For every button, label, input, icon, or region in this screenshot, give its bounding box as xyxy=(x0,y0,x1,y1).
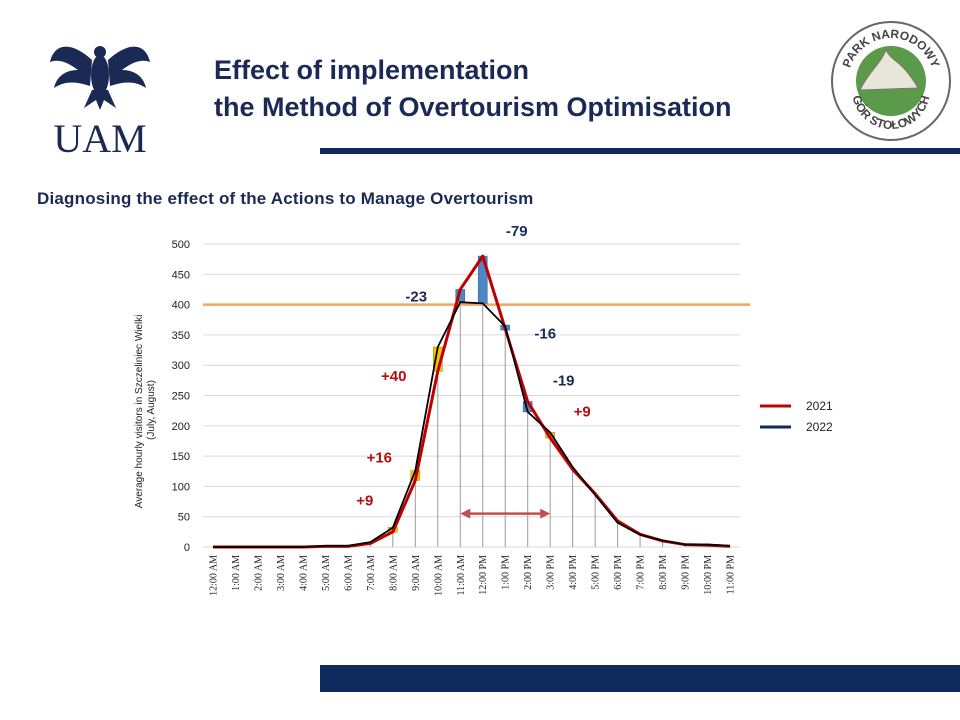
y-tick-label: 150 xyxy=(172,451,190,463)
y-tick-label: 50 xyxy=(178,512,190,524)
x-tick-label: 2:00 AM xyxy=(253,555,264,591)
series-line-2022 xyxy=(213,301,731,548)
rock-icon xyxy=(859,48,919,91)
y-axis-label-line-2: (July, August) xyxy=(146,380,157,440)
series-lines xyxy=(213,254,731,549)
uam-logo: UAM xyxy=(40,30,160,161)
y-tick-label: 450 xyxy=(172,269,190,281)
x-tick-label: 9:00 PM xyxy=(681,555,692,590)
eagle-icon xyxy=(50,46,150,110)
x-tick-label: 6:00 AM xyxy=(343,555,354,591)
x-tick-label: 1:00 AM xyxy=(231,555,242,591)
page-title-line-1: Effect of implementation xyxy=(214,55,530,85)
change-label: +9 xyxy=(574,403,591,420)
x-tick-label: 4:00 AM xyxy=(298,555,309,591)
series-line-2021 xyxy=(213,254,731,549)
change-label: -19 xyxy=(553,373,575,390)
change-label: -23 xyxy=(405,288,427,305)
change-label: -79 xyxy=(506,223,528,240)
x-tick-label: 12:00 AM xyxy=(209,555,220,596)
x-tick-label: 7:00 PM xyxy=(636,555,647,590)
arrow-head-left xyxy=(460,508,471,519)
x-tick-label: 6:00 PM xyxy=(613,555,624,590)
x-tick-label: 2:00 PM xyxy=(523,555,534,590)
y-tick-label: 400 xyxy=(172,300,190,312)
y-tick-label: 500 xyxy=(172,239,190,251)
change-label: +16 xyxy=(367,450,392,467)
chart-subtitle: Diagnosing the effect of the Actions to … xyxy=(37,189,534,208)
x-tick-label: 10:00 AM xyxy=(433,555,444,596)
y-axis-label-line-1: Average hourly visitors in Szczeliniec W… xyxy=(134,315,145,509)
x-tick-label: 11:00 AM xyxy=(456,555,467,596)
x-tick-label: 9:00 AM xyxy=(411,555,422,591)
header-divider xyxy=(320,148,960,154)
footer-bar xyxy=(320,665,960,692)
x-tick-label: 3:00 AM xyxy=(276,555,287,591)
x-tick-label: 5:00 AM xyxy=(321,555,332,591)
y-axis-ticks: 0 50 100 150 200 250 300 350 400 450 500 xyxy=(172,239,190,554)
x-tick-label: 8:00 PM xyxy=(658,555,669,590)
uam-logo-text: UAM xyxy=(53,116,146,160)
page-title-line-2: the Method of Overtourism Optimisation xyxy=(214,92,732,122)
park-logo: PARK NARODOWY GÓR STOŁOWYCH xyxy=(830,20,952,142)
y-tick-label: 250 xyxy=(172,391,190,403)
y-tick-label: 300 xyxy=(172,360,190,372)
chart-grid xyxy=(203,243,750,548)
y-tick-label: 200 xyxy=(172,421,190,433)
x-axis-ticks: 12:00 AM 1:00 AM 2:00 AM 3:00 AM 4:00 AM 5:00… xyxy=(209,555,737,596)
arrow-head-right xyxy=(540,508,551,519)
x-tick-label: 7:00 AM xyxy=(366,555,377,591)
change-label: +40 xyxy=(381,368,406,385)
y-tick-label: 0 xyxy=(184,542,190,554)
legend-label-2021: 2021 xyxy=(806,399,833,413)
x-tick-label: 8:00 AM xyxy=(388,555,399,591)
change-annotations: +9 +16 +40 -23 -79 -16 -19 +9 xyxy=(356,223,591,519)
y-tick-label: 100 xyxy=(172,481,190,493)
x-tick-label: 11:00 PM xyxy=(726,555,737,594)
chart-legend: 2021 2022 xyxy=(760,399,833,434)
x-tick-label: 1:00 PM xyxy=(501,555,512,590)
change-label: -16 xyxy=(534,325,556,342)
x-tick-label: 3:00 PM xyxy=(546,555,557,590)
legend-label-2022: 2022 xyxy=(806,420,833,434)
change-label: +9 xyxy=(356,493,373,510)
x-tick-label: 12:00 PM xyxy=(478,555,489,595)
y-axis-label: Average hourly visitors in Szczeliniec W… xyxy=(134,312,157,509)
x-tick-label: 10:00 PM xyxy=(703,555,714,595)
x-tick-label: 5:00 PM xyxy=(591,555,602,590)
y-tick-label: 350 xyxy=(172,330,190,342)
x-tick-label: 4:00 PM xyxy=(568,555,579,590)
